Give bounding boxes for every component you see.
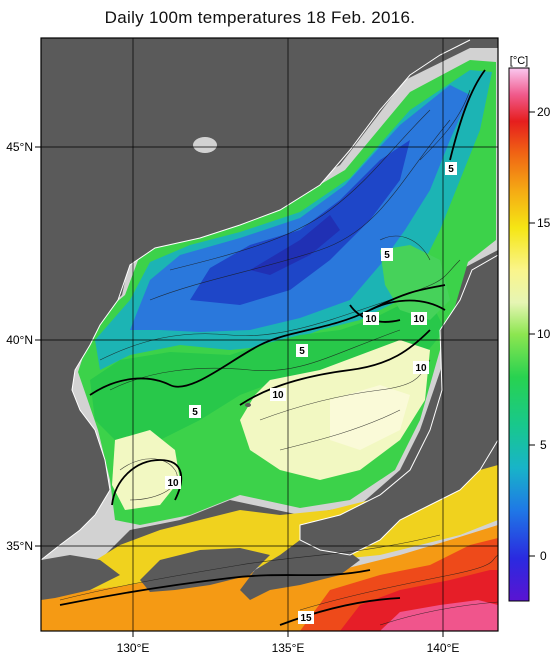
contour-label: 10 xyxy=(365,314,377,325)
map-frame xyxy=(40,37,499,632)
coastline xyxy=(41,39,471,561)
asian-mainland xyxy=(41,38,498,560)
contour-label: 5 xyxy=(448,164,454,175)
lon-label: 140°E xyxy=(427,641,460,655)
contour-label: 10 xyxy=(167,478,179,489)
honshu-land xyxy=(300,255,498,555)
lat-label: 40°N xyxy=(6,333,33,347)
contour-label: 5 xyxy=(192,407,198,418)
colorbar-tick: 5 xyxy=(540,438,547,452)
colorbar-tick: 10 xyxy=(537,327,551,341)
contour-label: 5 xyxy=(384,250,390,261)
colorbar-unit: [°C] xyxy=(510,55,528,67)
major-contours xyxy=(59,69,486,626)
lon-label: 130°E xyxy=(117,641,150,655)
colorbar-tick: 0 xyxy=(540,549,547,563)
contour-label: 10 xyxy=(272,390,284,401)
contour-label: 10 xyxy=(413,314,425,325)
lon-label: 135°E xyxy=(272,641,305,655)
graticule xyxy=(41,38,498,631)
contour-label: 15 xyxy=(300,613,312,624)
map-title: Daily 100m temperatures 18 Feb. 2016. xyxy=(104,8,416,27)
colorbar-tick: 20 xyxy=(537,105,551,119)
colorbar-gradient xyxy=(508,67,530,602)
contour-labels: 5 5 5 5 10 10 10 10 10 15 xyxy=(165,162,457,624)
lat-label: 35°N xyxy=(6,539,33,553)
contour-label: 5 xyxy=(299,346,305,357)
lat-label: 45°N xyxy=(6,140,33,154)
contour-label: 10 xyxy=(415,363,427,374)
colorbar-tick: 15 xyxy=(537,216,551,230)
